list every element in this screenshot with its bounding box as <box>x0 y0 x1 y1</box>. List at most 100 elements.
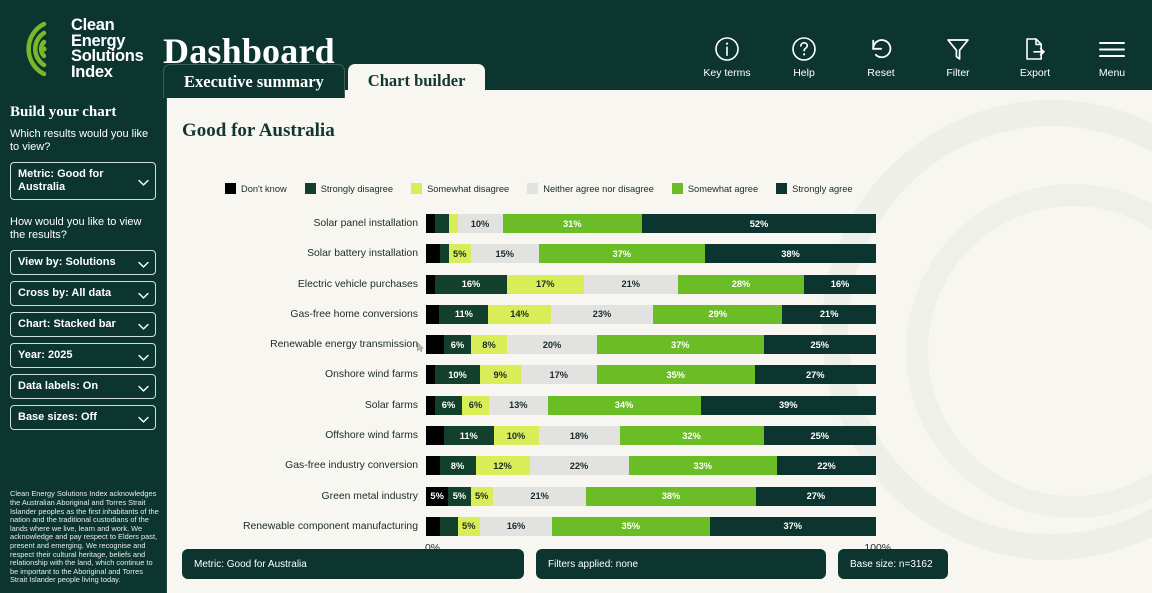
chart-bar-segment[interactable] <box>426 335 444 355</box>
chart-bar-segment[interactable]: 39% <box>700 395 876 415</box>
chart-bar-segment[interactable]: 35% <box>597 365 755 385</box>
chart-bar-segment[interactable]: 23% <box>550 304 654 324</box>
chart-bar-segment[interactable]: 8% <box>471 335 507 355</box>
chart-bar-segment[interactable]: 10% <box>457 214 503 233</box>
chart-stacked-bar[interactable]: 5% 15% 37% 38% <box>426 244 876 264</box>
chart-bar-segment[interactable]: 10% <box>435 365 480 385</box>
filter-button[interactable]: Filter <box>932 33 984 79</box>
chart-bar-segment[interactable] <box>426 365 435 385</box>
legend-item[interactable]: Somewhat disagree <box>411 183 509 194</box>
chart-bar-segment[interactable] <box>426 456 440 476</box>
chart-bar-segment[interactable]: 37% <box>597 335 764 355</box>
chart-stacked-bar[interactable]: 5% 16% 35% 37% <box>426 516 876 536</box>
chart-bar-segment[interactable]: 32% <box>619 426 764 446</box>
chart-bar-segment[interactable]: 33% <box>628 456 777 476</box>
reset-button[interactable]: Reset <box>855 33 907 79</box>
chart-bar-segment[interactable]: 27% <box>755 486 876 506</box>
chart-bar-segment[interactable]: 5% <box>448 486 471 506</box>
chart-stacked-bar[interactable]: 16% 17% 21% 28% 16% <box>426 274 876 294</box>
chart-bar-segment[interactable] <box>448 214 458 233</box>
chart-bar-segment[interactable] <box>439 516 458 536</box>
chart-bar-segment[interactable] <box>426 304 440 324</box>
chart-bar-segment[interactable]: 6% <box>462 395 489 415</box>
chart-bar-segment[interactable]: 21% <box>583 274 678 294</box>
tab-executive-summary[interactable]: Executive summary <box>163 64 345 98</box>
view-by-select[interactable]: View by: Solutions <box>10 250 156 275</box>
export-button[interactable]: Export <box>1009 33 1061 79</box>
chart-bar-segment[interactable]: 17% <box>520 365 597 385</box>
chart-stacked-bar[interactable]: 11% 10% 18% 32% 25% <box>426 426 876 446</box>
chart-bar-segment[interactable]: 21% <box>492 486 587 506</box>
chart-stacked-bar[interactable]: 6% 8% 20% 37% 25% <box>426 335 876 355</box>
chart-bar-segment[interactable]: 37% <box>538 244 705 264</box>
chart-bar-segment[interactable]: 14% <box>488 304 551 324</box>
year-select[interactable]: Year: 2025 <box>10 343 156 368</box>
chart-bar-segment[interactable]: 9% <box>480 365 521 385</box>
cross-by-select[interactable]: Cross by: All data <box>10 281 156 306</box>
legend-item[interactable]: Strongly disagree <box>304 183 393 194</box>
legend-item[interactable]: Strongly agree <box>776 183 853 194</box>
chart-stacked-bar[interactable]: 10% 9% 17% 35% 27% <box>426 365 876 385</box>
chart-bar-segment[interactable]: 5% <box>457 516 480 536</box>
chart-bar-segment[interactable]: 16% <box>480 516 552 536</box>
chart-bar-segment[interactable]: 38% <box>705 244 876 264</box>
chart-bar-segment[interactable]: 22% <box>529 456 629 476</box>
chart-legend: Don't know Strongly disagree Somewhat disa… <box>225 183 853 194</box>
menu-button[interactable]: Menu <box>1086 33 1138 79</box>
chart-bar-segment[interactable] <box>439 244 449 264</box>
chart-stacked-bar[interactable]: 10% 31% 52% <box>426 214 876 233</box>
chart-bar-segment[interactable]: 10% <box>493 426 539 446</box>
chart-bar-segment[interactable] <box>426 244 440 264</box>
key-terms-button[interactable]: Key terms <box>701 33 753 79</box>
chart-bar-segment[interactable]: 29% <box>653 304 783 324</box>
chart-bar-segment[interactable]: 31% <box>502 214 642 233</box>
chart-bar-segment[interactable]: 5% <box>470 486 493 506</box>
chart-stacked-bar[interactable]: 5% 5% 5% 21% 38% 27% <box>426 486 876 506</box>
chart-bar-segment[interactable] <box>435 214 449 233</box>
chart-bar-segment[interactable]: 38% <box>586 486 756 506</box>
metric-select[interactable]: Metric: Good for Australia <box>10 162 156 200</box>
data-labels-select[interactable]: Data labels: On <box>10 374 156 399</box>
tab-chart-builder[interactable]: Chart builder <box>347 64 486 98</box>
chart-bar-segment[interactable]: 18% <box>538 426 620 446</box>
chart-bar-segment[interactable]: 5% <box>448 244 471 264</box>
chart-bar-segment[interactable]: 11% <box>439 304 489 324</box>
chart-bar-segment[interactable]: 21% <box>782 304 876 324</box>
chart-bar-segment[interactable]: 35% <box>552 516 710 536</box>
chart-bar-segment[interactable] <box>426 395 435 415</box>
chart-bar-segment[interactable]: 8% <box>439 456 476 476</box>
chart-stacked-bar[interactable]: 11% 14% 23% 29% 21% <box>426 304 876 324</box>
chart-bar-segment[interactable] <box>426 516 440 536</box>
chart-bar-segment[interactable]: 5% <box>426 486 449 506</box>
axis-tick-max: 100% <box>864 543 891 554</box>
chart-select[interactable]: Chart: Stacked bar <box>10 312 156 337</box>
legend-item[interactable]: Somewhat agree <box>671 183 758 194</box>
chart-bar-segment[interactable]: 13% <box>489 395 548 415</box>
chart-bar-segment[interactable]: 37% <box>709 516 876 536</box>
chart-bar-segment[interactable]: 28% <box>678 274 804 294</box>
chart-bar-segment[interactable]: 20% <box>507 335 597 355</box>
legend-item[interactable]: Neither agree nor disagree <box>527 183 654 194</box>
help-button[interactable]: Help <box>778 33 830 79</box>
chart-bar-segment[interactable]: 52% <box>642 214 876 233</box>
chart-bar-segment[interactable]: 6% <box>435 395 462 415</box>
chart-stacked-bar[interactable]: 8% 12% 22% 33% 22% <box>426 456 876 476</box>
base-sizes-select[interactable]: Base sizes: Off <box>10 405 156 430</box>
chart-bar-segment[interactable]: 15% <box>471 244 539 264</box>
chart-bar-segment[interactable]: 16% <box>435 274 507 294</box>
chart-bar-segment[interactable]: 6% <box>444 335 471 355</box>
chart-bar-segment[interactable]: 11% <box>444 426 494 446</box>
chart-bar-segment[interactable] <box>426 274 435 294</box>
chart-bar-segment[interactable]: 25% <box>763 426 876 446</box>
chart-bar-segment[interactable]: 25% <box>763 335 876 355</box>
chart-bar-segment[interactable]: 22% <box>777 456 876 476</box>
chart-bar-segment[interactable]: 17% <box>507 274 584 294</box>
legend-item[interactable]: Don't know <box>225 183 287 194</box>
chart-stacked-bar[interactable]: 6% 6% 13% 34% 39% <box>426 395 876 415</box>
chart-bar-segment[interactable]: 27% <box>754 365 876 385</box>
chart-bar-segment[interactable] <box>426 426 444 446</box>
chart-bar-segment[interactable]: 16% <box>804 274 876 294</box>
chart-bar-segment[interactable]: 34% <box>547 395 701 415</box>
chart-bar-segment[interactable] <box>426 214 435 233</box>
chart-bar-segment[interactable]: 12% <box>475 456 530 476</box>
